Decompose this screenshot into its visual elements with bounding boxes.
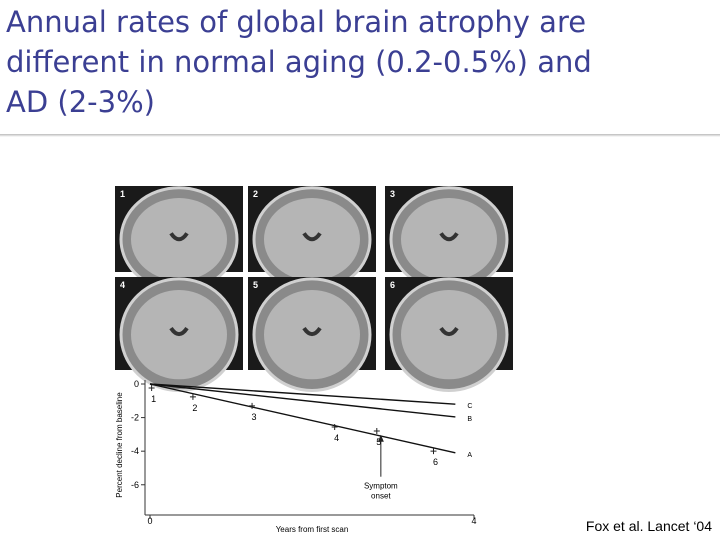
ventricles — [439, 232, 459, 242]
scan-point — [148, 385, 155, 392]
y-axis-label: Percent decline from baseline — [115, 392, 124, 498]
line-series — [149, 383, 456, 405]
x-tick-label: 0 — [147, 516, 152, 526]
line-label: B — [467, 416, 472, 423]
y-tick-label: -6 — [131, 480, 139, 490]
annotation: Symptom — [364, 482, 398, 491]
scan-point — [430, 448, 437, 455]
ventricles — [302, 326, 322, 337]
y-tick-label: -2 — [131, 413, 139, 423]
divider — [0, 134, 720, 137]
ventricles — [302, 232, 322, 242]
line-series — [149, 383, 456, 418]
panel-label: 1 — [120, 189, 125, 199]
title-line: different in normal aging (0.2-0.5%) and — [6, 45, 592, 79]
scan-label: 6 — [433, 457, 438, 467]
scan-label: 2 — [192, 403, 197, 413]
panel-label: 4 — [120, 280, 125, 290]
x-tick-label: 4 — [471, 516, 476, 526]
scan-label: 1 — [151, 394, 156, 404]
scan-point — [373, 428, 380, 435]
ventricles — [169, 232, 189, 242]
title-line: Annual rates of global brain atrophy are — [6, 5, 587, 39]
arrow-head — [377, 434, 384, 442]
scan-point — [249, 402, 256, 409]
y-tick-label: -4 — [131, 446, 139, 456]
y-tick-label: 0 — [134, 379, 139, 389]
scan-label: 3 — [252, 412, 257, 422]
ventricles — [439, 326, 459, 337]
line-label: A — [467, 452, 472, 459]
panel-label: 3 — [390, 189, 395, 199]
x-axis-label: Years from first scan — [276, 525, 349, 534]
citation: Fox et al. Lancet ‘04 — [585, 518, 712, 534]
line-label: C — [467, 403, 472, 410]
scan-label: 4 — [334, 433, 339, 443]
scan-label: 5 — [376, 437, 381, 447]
scan-point — [189, 393, 196, 400]
panel-label: 5 — [253, 280, 258, 290]
ventricles — [169, 326, 189, 337]
line-series — [149, 383, 456, 454]
scan-point — [331, 423, 338, 430]
title-line: AD (2-3%) — [6, 85, 155, 119]
annotation: onset — [371, 492, 391, 501]
panel-label: 6 — [390, 280, 395, 290]
panel-label: 2 — [253, 189, 258, 199]
